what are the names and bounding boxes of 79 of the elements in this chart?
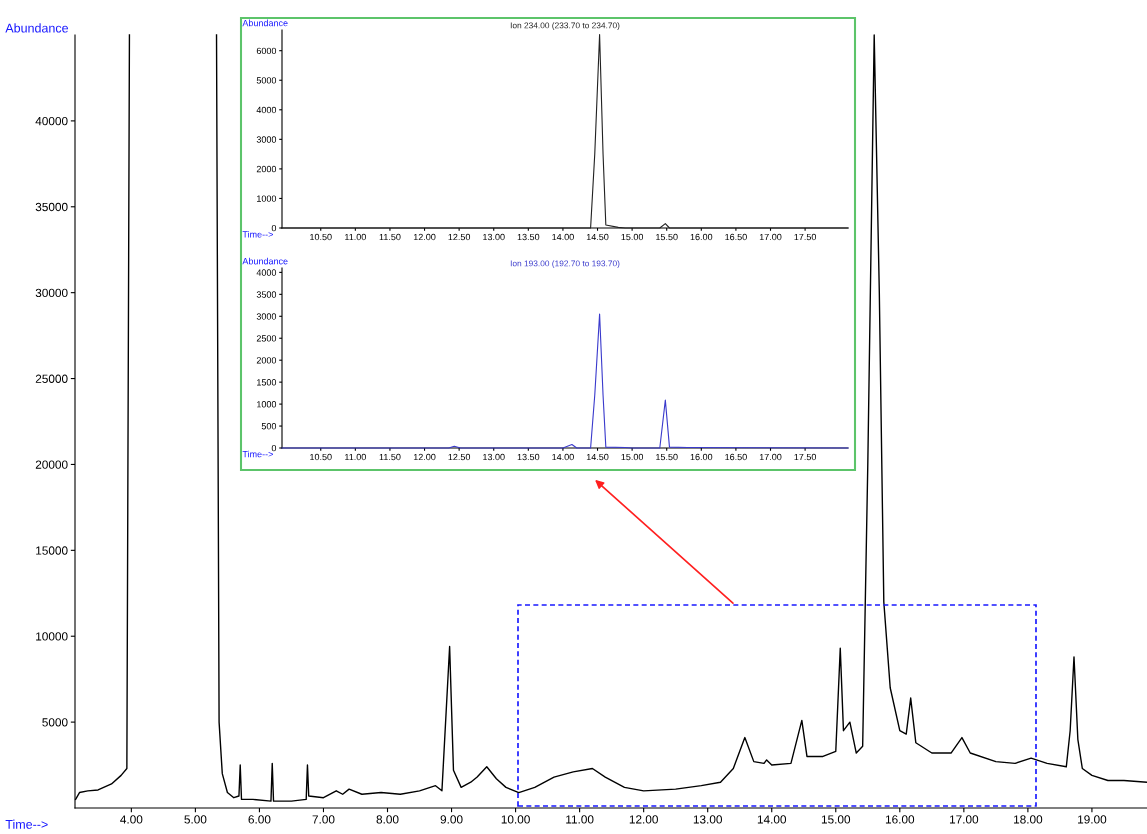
- y-tick-label: 2000: [256, 357, 277, 364]
- x-tick-label: 12.00: [413, 233, 436, 241]
- x-tick-label: 11.00: [345, 233, 366, 241]
- x-axis-title: Time-->: [5, 819, 48, 829]
- y-axis-title: Abundance: [242, 257, 288, 265]
- x-tick-label: 17.00: [759, 453, 782, 461]
- x-tick-label: 15.00: [621, 453, 644, 461]
- y-tick-label: 1000: [257, 401, 277, 408]
- y-tick-label: 1000: [257, 195, 277, 202]
- x-tick-label: 11.50: [379, 233, 401, 241]
- chart-title: Ion 234.00 (233.70 to 234.70): [510, 22, 620, 30]
- x-axis-title: Time-->: [242, 230, 273, 238]
- x-tick-label: 6.00: [248, 815, 271, 824]
- x-tick-label: 17.50: [794, 453, 817, 461]
- x-tick-label: 12.00: [629, 815, 658, 824]
- x-tick-label: 13.50: [517, 233, 540, 241]
- line-series: [281, 33, 849, 229]
- y-tick-label: 1500: [257, 379, 277, 386]
- x-tick-label: 12.50: [448, 453, 471, 461]
- y-tick-label: 3000: [256, 313, 277, 320]
- x-tick-label: 17.00: [949, 815, 979, 824]
- y-tick-label: 0: [271, 444, 277, 452]
- x-tick-label: 12.00: [413, 453, 436, 461]
- y-tick-label: 4000: [256, 106, 277, 114]
- x-tick-label: 10.00: [501, 815, 530, 824]
- y-tick-label: 20000: [35, 460, 68, 469]
- x-tick-label: 13.00: [693, 815, 723, 824]
- x-tick-label: 16.50: [725, 233, 747, 241]
- x-tick-label: 14.00: [757, 815, 787, 824]
- y-axis-title: Abundance: [5, 23, 69, 33]
- x-tick-label: 16.00: [885, 815, 915, 824]
- y-tick-label: 15000: [36, 546, 68, 555]
- y-tick-label: 500: [261, 423, 277, 430]
- x-tick-label: 11.00: [345, 453, 366, 461]
- y-tick-label: 0: [271, 224, 277, 232]
- y-tick-label: 4000: [256, 269, 277, 276]
- x-tick-label: 18.00: [1014, 815, 1043, 824]
- x-tick-label: 11.00: [566, 815, 594, 824]
- x-tick-label: 10.50: [310, 453, 332, 461]
- x-tick-label: 15.50: [656, 453, 678, 461]
- x-tick-label: 14.00: [552, 453, 574, 461]
- y-tick-label: 25000: [35, 374, 68, 383]
- y-tick-label: 40000: [35, 116, 68, 126]
- x-tick-label: 14.00: [552, 233, 574, 241]
- x-tick-label: 13.00: [483, 453, 505, 461]
- x-tick-label: 15.00: [621, 233, 644, 241]
- x-tick-label: 14.50: [586, 453, 609, 461]
- x-tick-label: 7.00: [312, 815, 335, 824]
- x-tick-label: 16.50: [725, 453, 747, 461]
- y-tick-label: 3000: [256, 136, 277, 143]
- y-tick-label: 5000: [256, 77, 277, 84]
- x-tick-label: 15.50: [656, 233, 678, 241]
- x-tick-label: 16.00: [690, 453, 713, 461]
- x-tick-label: 4.00: [120, 815, 143, 824]
- x-tick-label: 14.50: [586, 233, 609, 241]
- y-tick-label: 5000: [42, 718, 68, 727]
- x-tick-label: 13.50: [517, 453, 540, 461]
- y-tick-label: 2500: [256, 335, 277, 342]
- y-tick-label: 35000: [35, 202, 68, 212]
- x-tick-label: 11.50: [379, 453, 401, 461]
- x-tick-label: 16.00: [690, 233, 713, 241]
- y-tick-label: 6000: [256, 47, 277, 55]
- x-tick-label: 17.00: [759, 233, 782, 241]
- x-tick-label: 19.00: [1078, 815, 1107, 824]
- x-tick-label: 5.00: [184, 815, 207, 824]
- x-tick-label: 12.50: [448, 233, 471, 241]
- x-tick-label: 10.50: [310, 233, 332, 241]
- x-tick-label: 15.00: [821, 815, 851, 824]
- x-tick-label: 17.50: [794, 233, 817, 241]
- y-axis-title: Abundance: [242, 19, 288, 27]
- y-tick-label: 3500: [256, 291, 277, 298]
- x-tick-label: 9.00: [440, 815, 463, 824]
- y-tick-label: 2000: [256, 165, 277, 173]
- x-tick-label: 8.00: [376, 815, 399, 824]
- y-tick-label: 30000: [35, 288, 68, 298]
- x-axis-title: Time-->: [242, 450, 273, 458]
- chart-title: Ion 193.00 (192.70 to 193.70): [510, 260, 620, 268]
- x-tick-label: 13.00: [483, 233, 505, 241]
- y-tick-label: 10000: [36, 632, 68, 641]
